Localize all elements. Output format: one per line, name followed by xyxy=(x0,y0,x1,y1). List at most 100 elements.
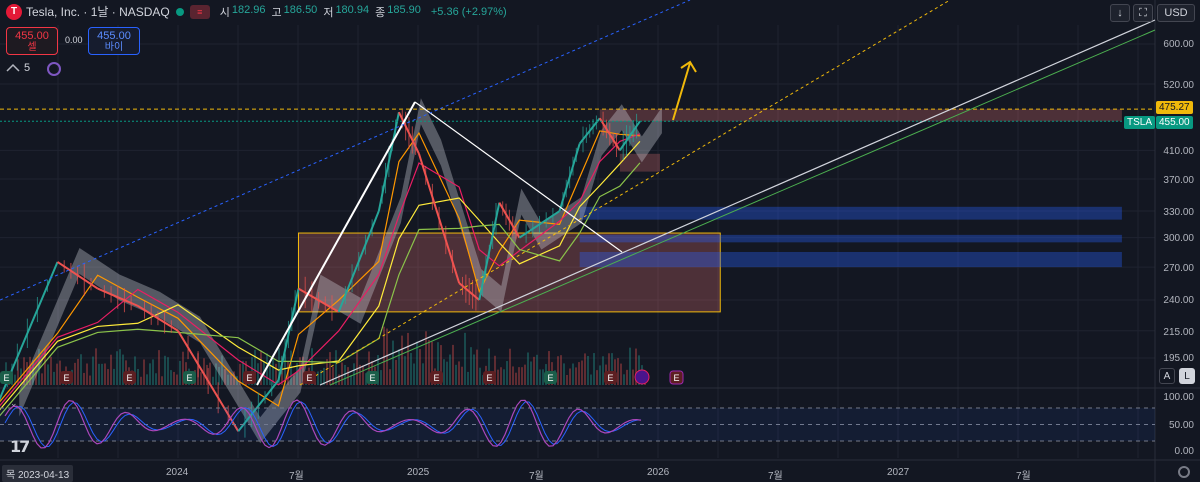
volume-bar xyxy=(596,370,598,385)
time-label: 2024 xyxy=(166,467,189,478)
volume-bar xyxy=(461,366,463,385)
symbol-tag: TSLA xyxy=(1124,116,1156,129)
price-label: 240.00 xyxy=(1163,295,1194,306)
earnings-marker-label: E xyxy=(126,373,132,383)
volume-bar xyxy=(536,354,538,385)
volume-bar xyxy=(164,355,166,385)
volume-bar xyxy=(395,359,397,385)
volume-bar xyxy=(119,349,121,385)
indicator-count: 5 xyxy=(24,62,31,74)
volume-bar xyxy=(92,356,94,385)
volume-bar xyxy=(143,359,145,385)
time-label: 2027 xyxy=(887,467,910,478)
replay-icon[interactable] xyxy=(47,62,61,76)
volume-bar xyxy=(572,363,574,385)
drawings-layer[interactable] xyxy=(0,0,1156,386)
log-scale-button[interactable]: L xyxy=(1179,368,1195,384)
volume-bar xyxy=(140,376,142,385)
arrow-up-icon xyxy=(672,60,697,121)
tradingview-logo: 17 xyxy=(10,437,30,456)
volume-bar xyxy=(611,353,613,385)
zone-box xyxy=(298,232,721,313)
volume-bar xyxy=(83,372,85,385)
flag-icon[interactable]: ≡ xyxy=(189,4,210,19)
earnings-marker-label: E xyxy=(3,373,9,383)
volume-bar xyxy=(539,369,541,385)
volume-bar xyxy=(242,360,244,385)
volume-bar xyxy=(581,360,583,385)
buy-button[interactable]: 455.00 바이 xyxy=(88,27,140,55)
volume-bar xyxy=(347,367,349,385)
volume-bar xyxy=(200,372,202,385)
earnings-marker-label: E xyxy=(246,373,252,383)
volume-bar xyxy=(422,363,424,385)
earnings-marker-label: E xyxy=(673,373,679,383)
volume-bar xyxy=(137,368,139,385)
volume-bar xyxy=(524,364,526,385)
currency-select[interactable]: USD xyxy=(1157,4,1195,22)
volume-bar xyxy=(98,363,100,385)
osc-label: 50.00 xyxy=(1168,420,1194,431)
earnings-marker-label: E xyxy=(306,373,312,383)
indicators-toggle[interactable]: 5 xyxy=(6,62,30,74)
time-label: 2025 xyxy=(407,467,430,478)
buy-price: 455.00 xyxy=(97,30,131,42)
collapse-pane-icon[interactable]: ⌄ xyxy=(10,398,18,408)
volume-bar xyxy=(344,364,346,385)
earnings-marker-label: E xyxy=(63,373,69,383)
volume-bar xyxy=(254,349,256,385)
volume-bar xyxy=(488,348,490,385)
auto-scale-button[interactable]: A xyxy=(1159,368,1175,384)
earnings-marker xyxy=(183,371,196,384)
price-label: 195.00 xyxy=(1163,353,1194,364)
volume-bar xyxy=(497,369,499,385)
time-label: 7월 xyxy=(289,471,304,482)
volume-bar xyxy=(182,351,184,385)
volume-bar xyxy=(479,367,481,385)
fullscreen-button[interactable]: ⛶ xyxy=(1133,4,1153,22)
volume-bar xyxy=(446,361,448,385)
volume-bar xyxy=(560,355,562,385)
sell-button[interactable]: 455.00 셀 xyxy=(6,27,58,55)
volume-bar xyxy=(356,349,358,385)
volume-bar xyxy=(575,367,577,385)
earnings-marker xyxy=(243,371,256,384)
osc-signal-line xyxy=(4,401,642,448)
volume-bar xyxy=(293,375,295,385)
volume-bar xyxy=(44,348,46,385)
volume-bar xyxy=(179,360,181,385)
symbol-title[interactable]: Tesla, Inc. · 1날 · NASDAQ xyxy=(26,5,170,19)
support-line xyxy=(319,19,1156,386)
volume-bar xyxy=(260,350,262,385)
channel-line xyxy=(0,0,691,301)
volume-bar xyxy=(257,363,259,385)
volume-bar xyxy=(56,363,58,385)
volume-bar xyxy=(518,367,520,385)
volume-bar xyxy=(50,356,52,385)
price-label: 410.00 xyxy=(1163,146,1194,157)
volume-bar xyxy=(233,371,235,385)
cursor-date: 목 2023-04-13 xyxy=(2,465,74,482)
volume-bar xyxy=(110,354,112,385)
download-button[interactable]: ↓ xyxy=(1110,4,1130,22)
ohlc-values: 시 182.96 고 186.50 저 180.94 종 185.90 xyxy=(220,4,425,20)
volume-bar xyxy=(203,358,205,385)
market-status-icon xyxy=(175,7,184,16)
volume-bar xyxy=(425,331,427,385)
volume-bar xyxy=(377,355,379,385)
volume-bar xyxy=(623,374,625,385)
volume-bar xyxy=(566,374,568,385)
gear-icon[interactable] xyxy=(1178,466,1190,478)
volume-bar xyxy=(389,369,391,385)
volume-bar xyxy=(161,376,163,385)
volume-bar xyxy=(158,350,160,385)
open-value: 182.96 xyxy=(231,3,266,16)
volume-bar xyxy=(428,340,430,385)
volume-bar xyxy=(470,347,472,385)
low-key: 저 xyxy=(323,6,334,19)
volume-bar xyxy=(206,364,208,385)
volume-bar xyxy=(53,371,55,385)
sell-price: 455.00 xyxy=(15,30,49,42)
